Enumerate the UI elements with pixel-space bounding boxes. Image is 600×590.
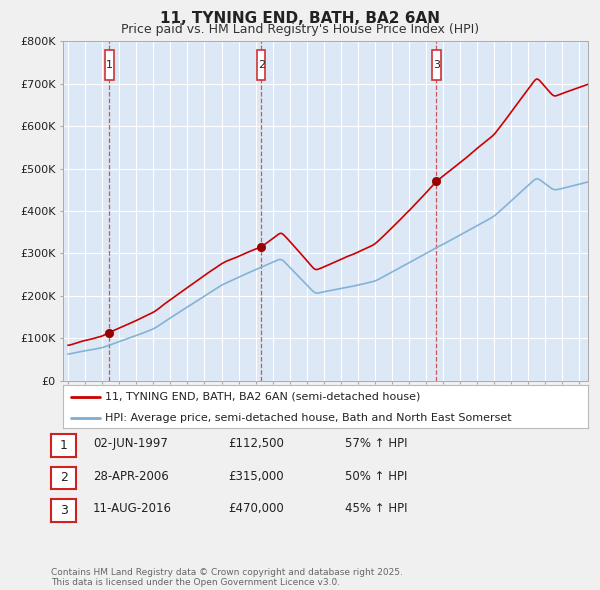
FancyBboxPatch shape	[105, 50, 113, 80]
FancyBboxPatch shape	[257, 50, 265, 80]
Text: 11, TYNING END, BATH, BA2 6AN: 11, TYNING END, BATH, BA2 6AN	[160, 11, 440, 27]
Text: £315,000: £315,000	[228, 470, 284, 483]
Text: 2: 2	[59, 471, 68, 484]
Text: 50% ↑ HPI: 50% ↑ HPI	[345, 470, 407, 483]
Text: 02-JUN-1997: 02-JUN-1997	[93, 437, 168, 450]
Text: HPI: Average price, semi-detached house, Bath and North East Somerset: HPI: Average price, semi-detached house,…	[105, 414, 512, 424]
Text: 45% ↑ HPI: 45% ↑ HPI	[345, 502, 407, 515]
Text: 28-APR-2006: 28-APR-2006	[93, 470, 169, 483]
Text: 3: 3	[59, 504, 68, 517]
FancyBboxPatch shape	[432, 50, 441, 80]
Text: 57% ↑ HPI: 57% ↑ HPI	[345, 437, 407, 450]
Text: £112,500: £112,500	[228, 437, 284, 450]
Text: 1: 1	[59, 439, 68, 452]
Text: 11-AUG-2016: 11-AUG-2016	[93, 502, 172, 515]
Text: 2: 2	[257, 60, 265, 70]
Text: 11, TYNING END, BATH, BA2 6AN (semi-detached house): 11, TYNING END, BATH, BA2 6AN (semi-deta…	[105, 392, 421, 402]
Text: 3: 3	[433, 60, 440, 70]
Text: Contains HM Land Registry data © Crown copyright and database right 2025.
This d: Contains HM Land Registry data © Crown c…	[51, 568, 403, 587]
Text: £470,000: £470,000	[228, 502, 284, 515]
Text: Price paid vs. HM Land Registry's House Price Index (HPI): Price paid vs. HM Land Registry's House …	[121, 23, 479, 36]
Text: 1: 1	[106, 60, 113, 70]
